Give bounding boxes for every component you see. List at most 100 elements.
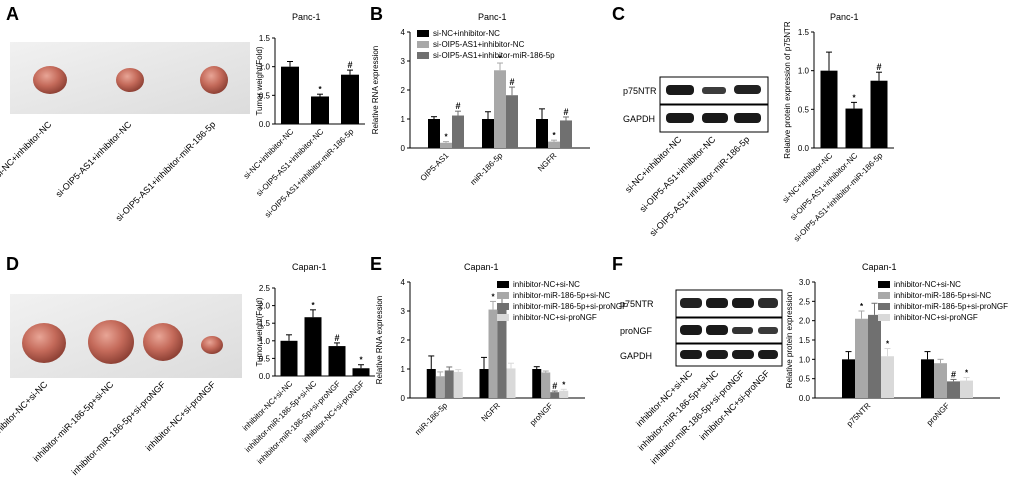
legend-label: si-OIP5-AS1+inhibitor-NC [433, 40, 525, 49]
y-tick-label: 0.0 [259, 372, 271, 381]
panel-c-protein-expression-chart: Panc-1 0.0 0.5 1.0 1.5 Relative protein expre… [781, 12, 894, 243]
significance-mark: * [318, 85, 322, 94]
y-tick-label: 0.5 [798, 105, 810, 114]
bar [541, 372, 551, 398]
bar [426, 369, 436, 398]
bar [921, 359, 934, 398]
x-tick-label: proNGF [925, 401, 952, 428]
significance-mark: * [886, 340, 890, 349]
bar [506, 368, 516, 398]
blot-band [680, 298, 702, 308]
panel-letter-f: F [612, 254, 623, 274]
significance-mark: # [552, 381, 557, 391]
panel-d-photo-labels: inhibitor-NC+si-NC inhibitor-miR-186-5p+… [0, 379, 218, 477]
tumor-a-2 [116, 68, 144, 92]
panel-letter-a: A [6, 4, 19, 24]
bar [820, 70, 838, 148]
y-tick-label: 3 [401, 57, 406, 66]
bar [435, 376, 445, 398]
significance-mark: # [455, 101, 460, 111]
y-tick-label: 1 [401, 365, 406, 374]
bar [868, 314, 881, 398]
legend-label: inhibitor-miR-186-5p+si-proNGF [513, 302, 627, 311]
legend-swatch [417, 52, 429, 59]
legend-swatch [497, 281, 509, 288]
y-tick-label: 2.5 [799, 297, 811, 306]
legend-swatch [417, 41, 429, 48]
bar [845, 108, 863, 148]
y-tick-label: 2.0 [799, 317, 811, 326]
blot-label: p75NTR [623, 86, 657, 96]
bar [488, 309, 498, 398]
tumor-a-1 [33, 66, 67, 94]
significance-mark: # [563, 107, 568, 117]
tumor-d-3 [143, 323, 183, 361]
bar [444, 370, 454, 398]
blot-band [680, 350, 702, 359]
significance-mark: # [509, 77, 514, 87]
y-tick-label: 4 [401, 278, 406, 287]
blot-label: proNGF [620, 326, 653, 336]
bar [960, 380, 973, 398]
y-axis-label: Relative RNA expression [375, 296, 384, 384]
bar [281, 66, 299, 124]
y-tick-label: 2 [401, 336, 406, 345]
significance-mark: # [334, 333, 339, 343]
bar [842, 359, 855, 398]
bar [560, 120, 572, 148]
y-tick-label: 0 [401, 394, 406, 403]
significance-mark: * [444, 133, 448, 142]
significance-mark: * [359, 356, 363, 365]
y-tick-label: 1.5 [798, 28, 810, 37]
x-tick-label: si-NC+inhibitor-NC [242, 127, 296, 181]
y-tick-label: 0.5 [259, 91, 271, 100]
panel-e-rna-expression-chart: E Capan-1 0 1 2 3 4 Relative RNA expression miR-… [370, 254, 627, 437]
y-tick-label: 0.0 [259, 120, 271, 129]
bar [341, 74, 359, 124]
x-tick-label: p75NTR [845, 401, 873, 429]
significance-mark: * [311, 301, 315, 310]
blot-band [702, 87, 726, 94]
significance-mark: # [876, 62, 881, 72]
photo-label: inhibitor-NC+si-NC [0, 379, 50, 440]
blot-band [732, 350, 754, 359]
bar [453, 371, 463, 398]
panel-a-photo-labels: si-NC+inhibitor-NC si-OIP5-AS1+inhibitor… [0, 119, 217, 223]
photo-label: si-NC+inhibitor-NC [0, 119, 54, 180]
y-tick-label: 1 [401, 115, 406, 124]
blot-label: p75NTR [620, 299, 654, 309]
blot-band [734, 113, 761, 123]
legend-label: inhibitor-NC+si-NC [513, 280, 580, 289]
significance-mark: * [491, 292, 495, 301]
panel-letter-d: D [6, 254, 19, 274]
y-tick-label: 0 [401, 144, 406, 153]
y-tick-label: 2.5 [259, 284, 271, 293]
legend-label: inhibitor-miR-186-5p+si-NC [894, 291, 991, 300]
blot-band [706, 298, 728, 308]
legend-label: inhibitor-miR-186-5p+si-NC [513, 291, 610, 300]
bar [328, 346, 346, 376]
tumor-a-3 [200, 66, 228, 94]
chart-title: Capan-1 [292, 262, 327, 272]
x-tick-label: miR-186-5p [468, 151, 504, 187]
bar [304, 317, 322, 376]
chart-title: Capan-1 [464, 262, 499, 272]
significance-mark: * [860, 302, 864, 311]
significance-mark: * [562, 380, 566, 389]
bar [550, 392, 560, 398]
legend-swatch [878, 303, 890, 310]
bar [934, 363, 947, 398]
y-axis-label: Tumor weight(Fold) [255, 297, 264, 366]
bar [494, 70, 506, 148]
panel-d-tumor-photo [10, 294, 242, 378]
panel-a-tumor-weight-chart: Panc-1 0.0 0.5 1.0 1.5 Tumor weight(Fold) si-N… [242, 12, 365, 219]
legend-label: inhibitor-NC+si-proNGF [513, 313, 597, 322]
y-tick-label: 1.0 [799, 355, 811, 364]
blot-label: GAPDH [623, 114, 655, 124]
significance-mark: * [552, 131, 556, 140]
bar [311, 96, 329, 124]
y-tick-label: 2 [401, 86, 406, 95]
bar [870, 80, 888, 148]
y-axis-label: Relative protein expression of p75NTR [783, 21, 792, 159]
